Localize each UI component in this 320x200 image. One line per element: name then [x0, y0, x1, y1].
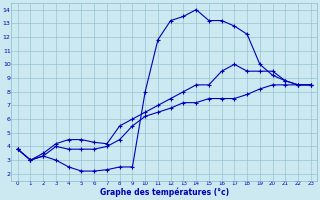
X-axis label: Graphe des températures (°c): Graphe des températures (°c)	[100, 188, 229, 197]
